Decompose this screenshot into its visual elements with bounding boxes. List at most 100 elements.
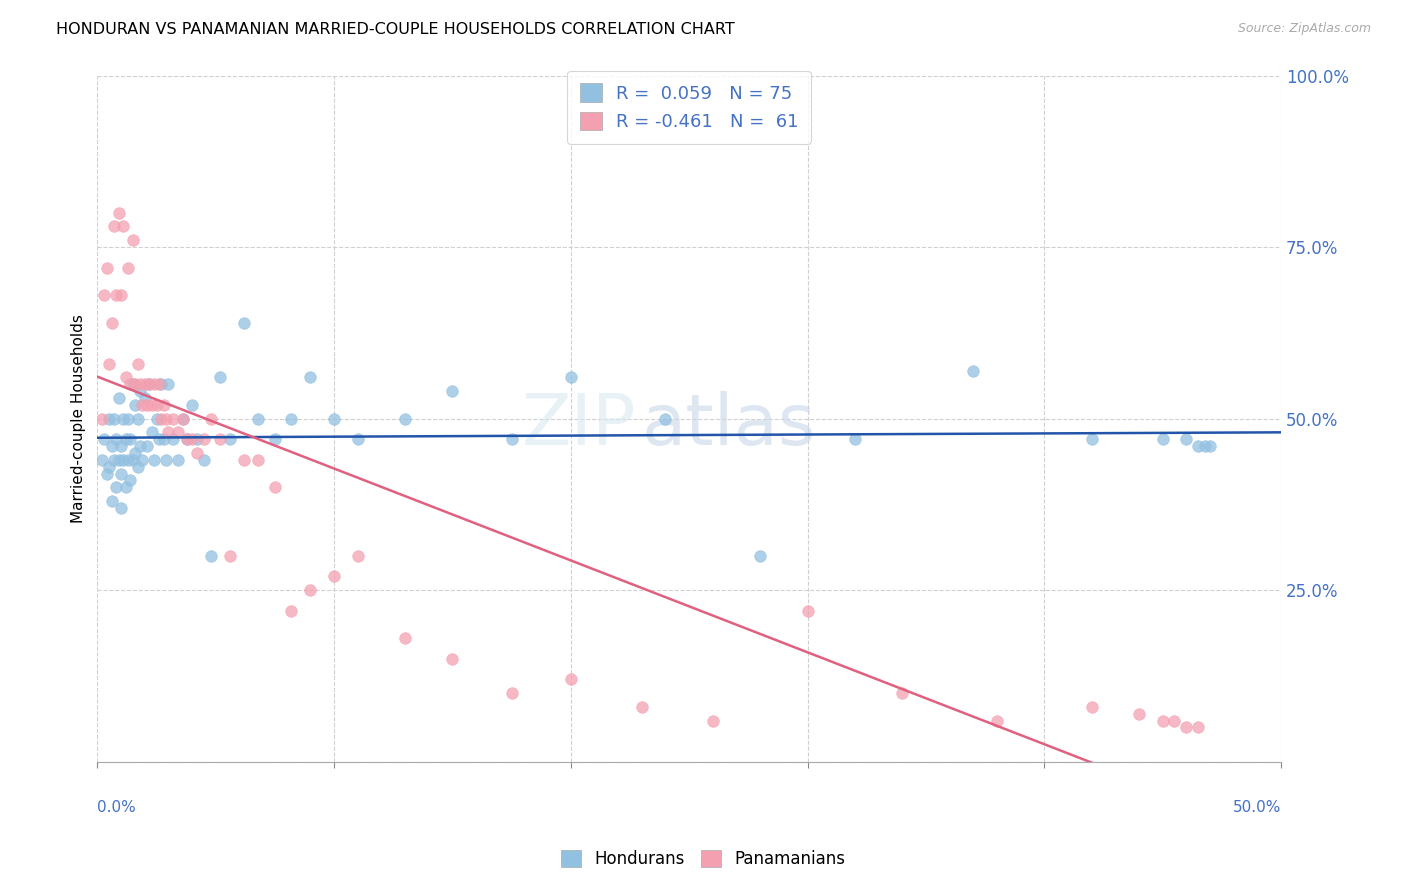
Point <box>247 411 270 425</box>
Point <box>141 398 163 412</box>
Point <box>219 432 242 446</box>
Point <box>193 432 215 446</box>
Text: ZIP: ZIP <box>522 391 636 460</box>
Point <box>172 411 194 425</box>
Point <box>299 370 322 384</box>
Point <box>110 288 132 302</box>
Point <box>176 432 198 446</box>
Point <box>148 377 170 392</box>
Point <box>1175 721 1198 735</box>
Point <box>654 411 676 425</box>
Point <box>152 398 174 412</box>
Point <box>124 446 146 460</box>
Point <box>155 453 177 467</box>
Point <box>107 206 129 220</box>
Point <box>120 432 142 446</box>
Point <box>209 370 232 384</box>
Point <box>1152 714 1174 728</box>
Point <box>117 453 139 467</box>
Point <box>233 316 256 330</box>
Text: HONDURAN VS PANAMANIAN MARRIED-COUPLE HOUSEHOLDS CORRELATION CHART: HONDURAN VS PANAMANIAN MARRIED-COUPLE HO… <box>56 22 735 37</box>
Legend: Hondurans, Panamanians: Hondurans, Panamanians <box>554 843 852 875</box>
Point <box>394 411 416 425</box>
Point <box>1128 706 1150 721</box>
Point <box>134 377 156 392</box>
Point <box>157 377 180 392</box>
Point <box>501 686 523 700</box>
Point <box>181 398 204 412</box>
Point <box>986 714 1008 728</box>
Point <box>264 432 287 446</box>
Point <box>96 260 118 275</box>
Point <box>110 467 132 481</box>
Point <box>209 432 232 446</box>
Point <box>1187 721 1209 735</box>
Point <box>98 357 121 371</box>
Point <box>105 288 128 302</box>
Point <box>121 233 143 247</box>
Point <box>749 549 772 563</box>
Point <box>91 411 114 425</box>
Point <box>91 453 114 467</box>
Point <box>962 363 984 377</box>
Point <box>441 384 464 399</box>
Point <box>280 604 302 618</box>
Point <box>150 411 173 425</box>
Point <box>129 384 152 399</box>
Point <box>630 699 652 714</box>
Point <box>200 411 222 425</box>
Point <box>148 432 170 446</box>
Point <box>120 377 142 392</box>
Point <box>560 370 582 384</box>
Point <box>280 411 302 425</box>
Point <box>501 432 523 446</box>
Point <box>166 453 188 467</box>
Point <box>110 500 132 515</box>
Point <box>134 391 156 405</box>
Point <box>172 411 194 425</box>
Point <box>186 432 208 446</box>
Point <box>346 432 368 446</box>
Point <box>124 398 146 412</box>
Point <box>844 432 866 446</box>
Point <box>145 398 167 412</box>
Point <box>136 398 159 412</box>
Point <box>1163 714 1185 728</box>
Legend: R =  0.059   N = 75, R = -0.461   N =  61: R = 0.059 N = 75, R = -0.461 N = 61 <box>567 70 811 144</box>
Point <box>129 439 152 453</box>
Point <box>181 432 204 446</box>
Text: atlas: atlas <box>641 391 817 460</box>
Point <box>98 411 121 425</box>
Point <box>323 569 346 583</box>
Text: 0.0%: 0.0% <box>97 799 136 814</box>
Point <box>145 411 167 425</box>
Point <box>219 549 242 563</box>
Point <box>796 604 818 618</box>
Point <box>141 425 163 440</box>
Point <box>110 439 132 453</box>
Point <box>186 446 208 460</box>
Point <box>1080 699 1102 714</box>
Point <box>891 686 914 700</box>
Point <box>247 453 270 467</box>
Point <box>98 459 121 474</box>
Point <box>100 494 122 508</box>
Point <box>96 467 118 481</box>
Point <box>114 480 136 494</box>
Point <box>129 377 152 392</box>
Point <box>1175 432 1198 446</box>
Point <box>200 549 222 563</box>
Point <box>117 260 139 275</box>
Point <box>1187 439 1209 453</box>
Point <box>138 377 160 392</box>
Point <box>103 411 125 425</box>
Point <box>100 439 122 453</box>
Point <box>112 411 135 425</box>
Point <box>103 219 125 234</box>
Point <box>117 411 139 425</box>
Point <box>1080 432 1102 446</box>
Point <box>702 714 724 728</box>
Point <box>157 425 180 440</box>
Point <box>1152 432 1174 446</box>
Point <box>1194 439 1216 453</box>
